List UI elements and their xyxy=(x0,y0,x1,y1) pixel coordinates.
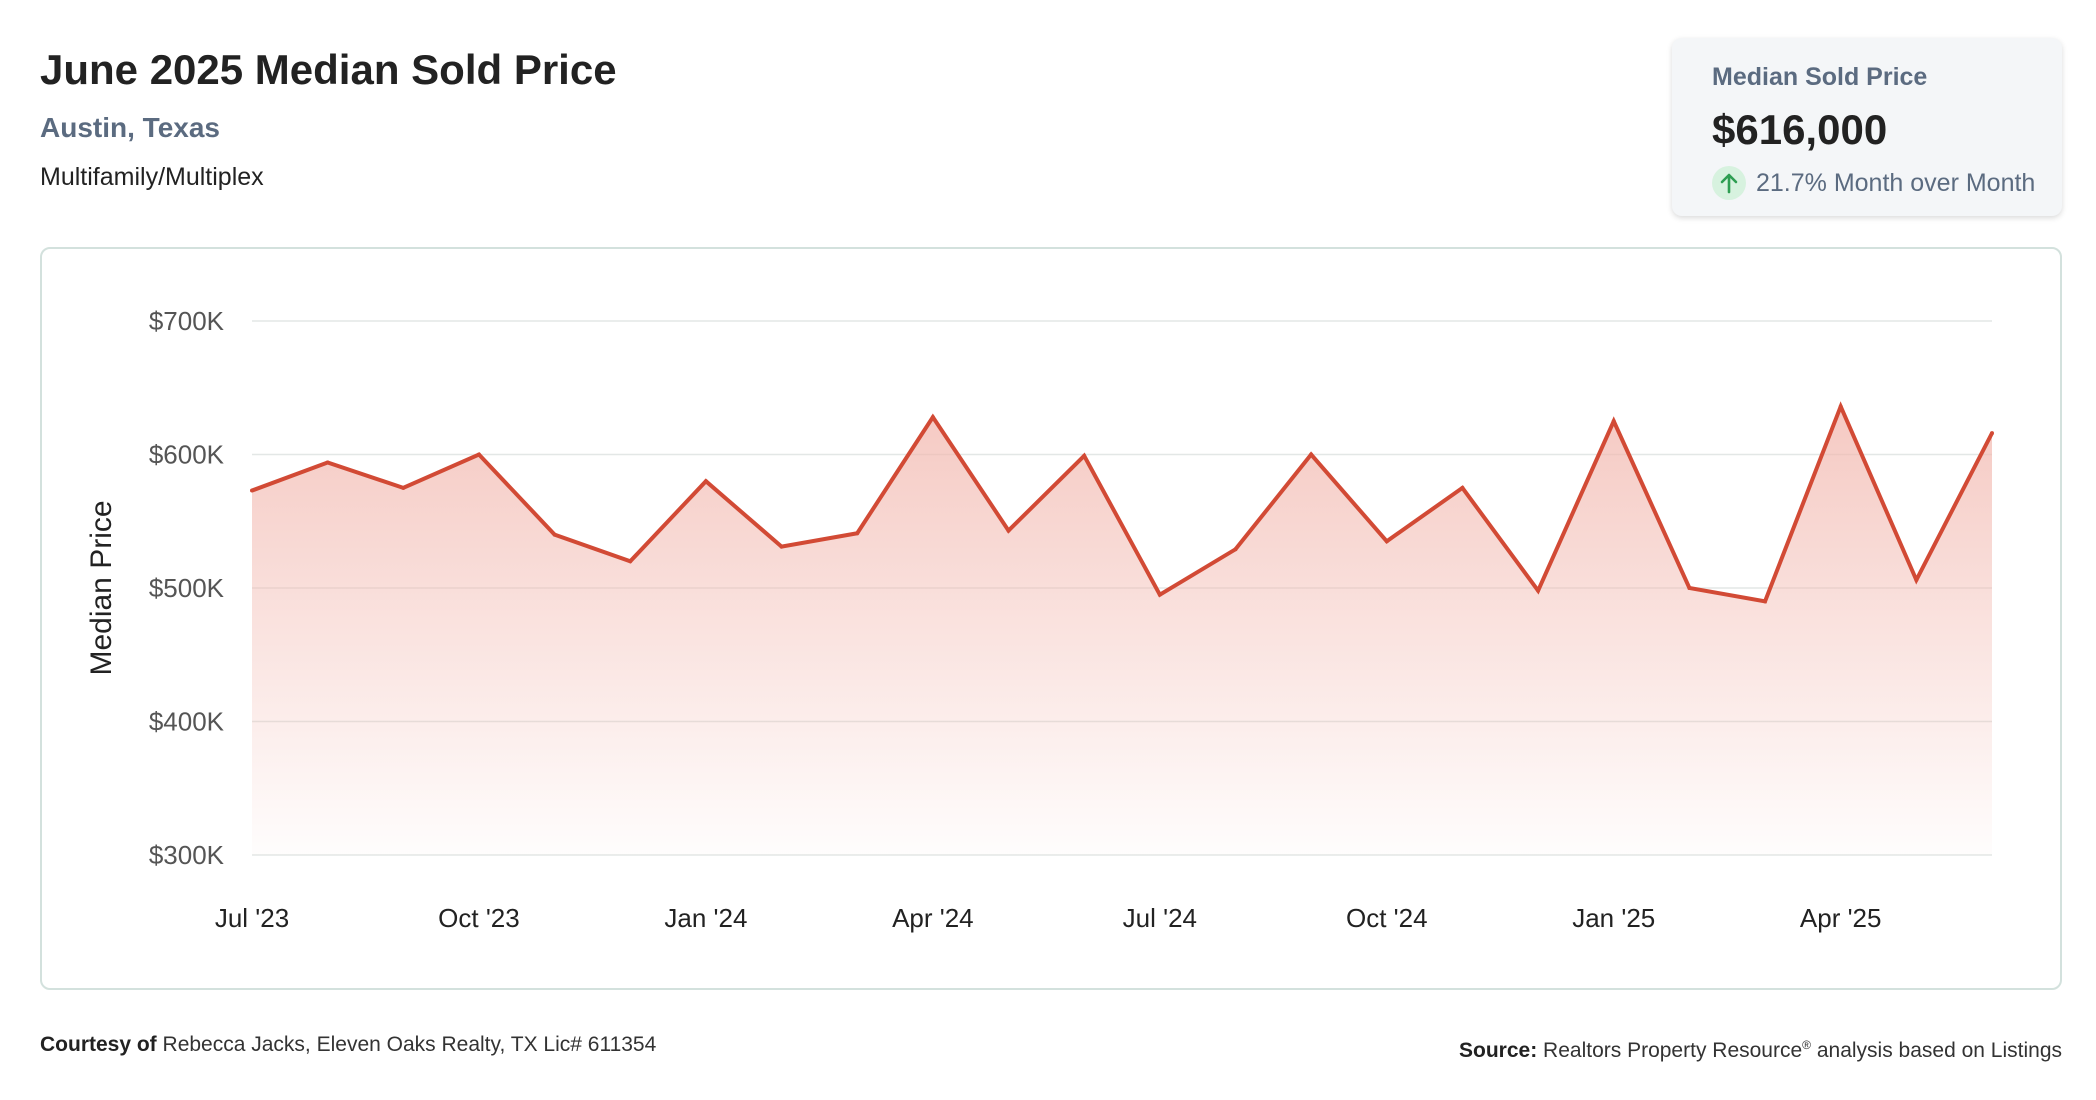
price-area-fill xyxy=(252,406,1992,855)
y-tick-label: $400K xyxy=(149,707,225,737)
data-point xyxy=(401,485,406,490)
location-subtitle: Austin, Texas xyxy=(40,112,220,143)
data-point xyxy=(476,452,481,457)
data-point xyxy=(325,460,330,465)
data-point xyxy=(1157,592,1162,597)
data-point xyxy=(1687,586,1692,590)
data-point xyxy=(1384,539,1389,544)
data-point xyxy=(1006,528,1011,533)
stat-label: Median Sold Price xyxy=(1712,63,1928,91)
data-point xyxy=(1611,419,1616,424)
source-label: Source: xyxy=(1459,1039,1538,1062)
x-tick-label: Oct '24 xyxy=(1346,903,1428,933)
stat-change-text: 21.7% Month over Month xyxy=(1756,169,2036,197)
y-tick-label: $500K xyxy=(149,573,225,603)
data-point xyxy=(1082,453,1087,458)
data-point xyxy=(628,559,633,564)
data-point xyxy=(703,479,708,484)
chart-panel: $300K $400K $500K $600K $700K Jul '23 Oct '23… xyxy=(40,247,2062,990)
x-tick-label: Apr '24 xyxy=(892,903,974,933)
data-point xyxy=(1536,588,1541,593)
page-title: June 2025 Median Sold Price xyxy=(40,46,617,93)
header: June 2025 Median Sold Price Austin, Texa… xyxy=(40,40,617,194)
data-point xyxy=(1460,485,1465,490)
property-type-label: Multifamily/Multiplex xyxy=(40,163,264,191)
data-point xyxy=(1990,431,1994,436)
data-point xyxy=(1233,547,1238,552)
data-point xyxy=(250,488,254,493)
x-tick-label: Jul '24 xyxy=(1123,903,1197,933)
data-point xyxy=(855,531,860,536)
y-tick-label: $600K xyxy=(149,440,225,470)
data-point xyxy=(1309,452,1314,457)
source-footer: Source: Realtors Property Resource® anal… xyxy=(1459,1030,2062,1066)
x-tick-label: Jul '23 xyxy=(215,903,289,933)
data-point xyxy=(1763,599,1768,604)
courtesy-label: Courtesy of xyxy=(40,1033,157,1056)
data-point xyxy=(1914,577,1919,582)
data-point xyxy=(1838,404,1843,409)
x-tick-label: Jan '24 xyxy=(664,903,747,933)
x-tick-label: Apr '25 xyxy=(1800,903,1882,933)
registered-mark: ® xyxy=(1802,1038,1811,1052)
data-point xyxy=(930,415,935,420)
price-series-line xyxy=(251,401,1994,604)
arrow-up-icon xyxy=(1712,166,1746,200)
courtesy-text: Rebecca Jacks, Eleven Oaks Realty, TX Li… xyxy=(162,1033,657,1056)
y-tick-label: $700K xyxy=(149,306,225,336)
y-tick-label: $300K xyxy=(149,840,225,870)
median-price-stat-card: Median Sold Price $616,000 21.7% Month o… xyxy=(1672,38,2062,216)
courtesy-footer: Courtesy of Rebecca Jacks, Eleven Oaks R… xyxy=(40,1030,656,1060)
y-axis-title: Median Price xyxy=(85,500,118,675)
source-suffix: analysis based on Listings xyxy=(1816,1039,2062,1062)
stat-change: 21.7% Month over Month xyxy=(1712,166,2062,200)
data-point xyxy=(552,532,557,537)
source-text: Realtors Property Resource xyxy=(1543,1039,1803,1062)
stat-value: $616,000 xyxy=(1712,106,1888,153)
x-tick-label: Jan '25 xyxy=(1572,903,1655,933)
median-price-chart: $300K $400K $500K $600K $700K Jul '23 Oct '23… xyxy=(85,306,1994,933)
data-point xyxy=(779,544,784,549)
x-tick-label: Oct '23 xyxy=(438,903,520,933)
